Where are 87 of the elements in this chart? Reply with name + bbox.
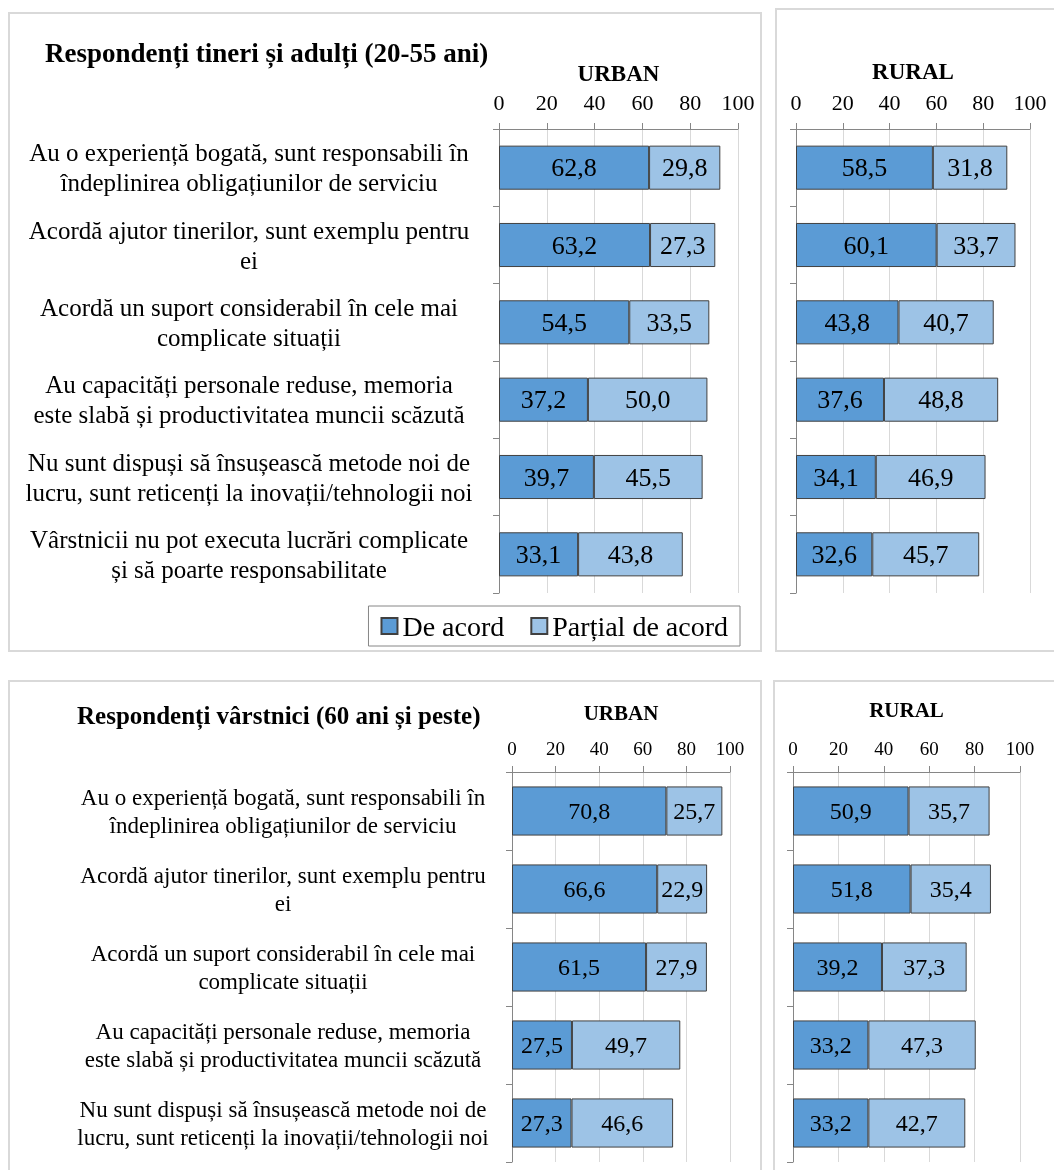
x-tick-label: 60 [925, 89, 948, 115]
data-label: 50,0 [624, 385, 671, 415]
data-label: 37,2 [520, 385, 567, 415]
data-label: 22,9 [661, 876, 704, 902]
y-tick-label: Au o experiență bogată, sunt responsabili în îndeplinirea obligațiunilor de serviciu [80, 784, 486, 838]
data-label: 39,2 [816, 954, 859, 980]
data-label: 35,4 [929, 876, 972, 902]
x-axis-title: URBAN [577, 61, 660, 86]
x-tick-label: 80 [679, 89, 702, 115]
x-tick-label: 60 [631, 89, 654, 115]
text: Respondenți tineri și adulți (20-55 ani) [45, 37, 489, 69]
data-label: 48,8 [918, 385, 964, 415]
data-label: 70,8 [568, 798, 611, 824]
y-tick-label: Acordă ajutor tinerilor, sunt exemplu pentru ei [28, 216, 470, 274]
y-tick-label: Au o experiență bogată, sunt responsabili în îndeplinirea obligațiunilor de serviciu [29, 139, 470, 198]
data-label: 25,7 [673, 798, 716, 824]
data-label: 58,5 [841, 153, 888, 183]
data-label: 39,7 [523, 462, 570, 492]
data-label: 33,7 [953, 230, 999, 260]
data-label: 32,6 [811, 539, 857, 569]
data-label: 33,2 [809, 1032, 852, 1058]
x-tick-label: 20 [828, 738, 848, 759]
data-label: 46,6 [601, 1110, 644, 1136]
text: Respondenți vârstnici (60 ani și peste) [77, 702, 481, 731]
data-label: 61,5 [558, 954, 601, 980]
x-tick-label: 80 [676, 738, 696, 759]
x-tick-label: 80 [972, 89, 995, 115]
data-label: 50,9 [829, 798, 872, 824]
data-label: 27,3 [520, 1110, 563, 1136]
x-tick-label: 100 [1005, 738, 1035, 759]
data-label: 33,5 [646, 307, 693, 337]
data-label: 34,1 [813, 462, 859, 492]
x-tick-label: 60 [919, 738, 939, 759]
data-label: 60,1 [843, 230, 890, 260]
x-tick-label: 20 [535, 89, 558, 115]
x-tick-label: 40 [878, 89, 901, 115]
x-tick-label: 0 [493, 89, 505, 115]
legend-label: Parțial de acord [552, 610, 729, 642]
y-tick-label: Nu sunt dispuși să însușească metode noi de lucru, sunt reticenți la inovații/tehnologii noi [25, 448, 473, 507]
data-label: 29,8 [661, 153, 708, 183]
y-tick-label: Acordă ajutor tinerilor, sunt exemplu pentru ei [80, 862, 487, 916]
x-tick-label: 100 [715, 738, 745, 759]
data-label: 45,5 [625, 462, 672, 492]
data-label: 54,5 [541, 307, 587, 337]
x-tick-label: 20 [831, 89, 854, 115]
x-tick-label: 80 [965, 738, 985, 759]
x-tick-label: 40 [583, 89, 606, 115]
y-tick-label: Nu sunt dispuși să însușească metode noi de lucru, sunt reticenți la inovații/tehnologii noi [77, 1096, 489, 1150]
x-axis-title: RURAL [872, 59, 954, 84]
y-tick-label: Acordă un suport considerabil în cele mai complicate situații [90, 940, 476, 994]
data-label: 37,6 [817, 385, 863, 415]
x-axis-title: RURAL [869, 697, 944, 722]
data-label: 31,8 [947, 153, 993, 183]
data-label: 62,8 [551, 153, 597, 183]
data-label: 46,9 [907, 462, 954, 492]
data-label: 42,7 [895, 1110, 938, 1136]
x-tick-label: 60 [633, 738, 653, 759]
x-tick-label: 40 [874, 738, 894, 759]
x-axis-title: URBAN [583, 700, 659, 725]
x-tick-label: 40 [589, 738, 609, 759]
x-tick-label: 20 [546, 738, 566, 759]
data-label: 40,7 [923, 307, 969, 337]
data-label: 43,8 [824, 307, 870, 337]
x-tick-label: 100 [1013, 89, 1047, 115]
data-label: 35,7 [928, 798, 971, 824]
x-tick-label: 0 [790, 89, 802, 115]
data-label: 37,3 [903, 954, 946, 980]
data-label: 45,7 [903, 539, 949, 569]
data-label: 43,8 [607, 539, 654, 569]
legend-label: De acord [402, 610, 505, 642]
data-label: 27,5 [520, 1032, 563, 1058]
data-label: 51,8 [830, 876, 873, 902]
y-tick-label: Au capacități personale reduse, memoria este slabă și productivitatea muncii scăzută [33, 371, 465, 430]
data-label: 66,6 [563, 876, 606, 902]
x-tick-label: 0 [507, 738, 517, 759]
y-tick-label: Au capacități personale reduse, memoria este slabă și productivitatea muncii scăzută [84, 1018, 482, 1072]
x-tick-label: 0 [788, 738, 798, 759]
y-tick-label: Vârstnicii nu pot executa lucrări complicate și să poarte responsabilitate [29, 525, 469, 584]
data-label: 33,2 [809, 1110, 852, 1136]
data-label: 47,3 [901, 1032, 944, 1058]
data-label: 27,3 [659, 230, 706, 260]
data-label: 27,9 [655, 954, 698, 980]
data-label: 33,1 [515, 539, 562, 569]
y-tick-label: Acordă un suport considerabil în cele mai complicate situații [40, 293, 459, 352]
data-label: 63,2 [551, 230, 598, 260]
data-label: 49,7 [605, 1032, 648, 1058]
x-tick-label: 100 [721, 89, 755, 115]
